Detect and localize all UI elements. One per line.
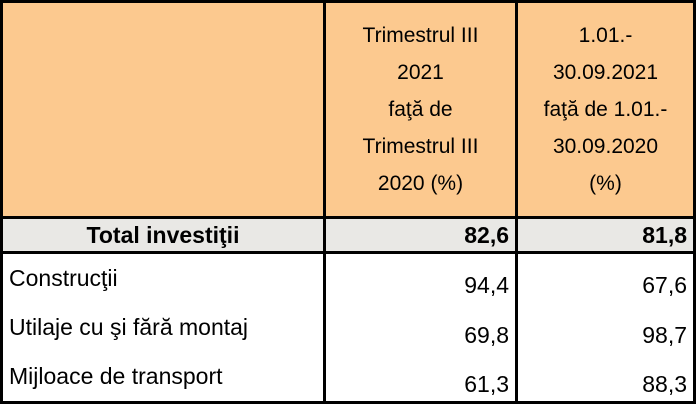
- table-row: Mijloace de transport 61,3 88,3: [0, 352, 696, 403]
- header-row: Trimestrul III 2021 faţă de Trimestrul I…: [0, 0, 696, 220]
- total-value-quarter: 82,6: [323, 216, 518, 254]
- row-value-quarter: 69,8: [323, 302, 518, 353]
- row-value-quarter: 94,4: [323, 252, 518, 303]
- row-label-utilaje: Utilaje cu şi fără montaj: [0, 302, 326, 353]
- header-corner-cell: [0, 0, 326, 220]
- header-cumulative-comparison: 1.01.- 30.09.2021 faţă de 1.01.- 30.09.2…: [515, 0, 696, 220]
- table-row: Construcţii 94,4 67,6: [0, 252, 696, 303]
- row-label-constructii: Construcţii: [0, 252, 326, 303]
- header-quarter-comparison: Trimestrul III 2021 faţă de Trimestrul I…: [323, 0, 518, 220]
- row-value-cumulative: 98,7: [515, 302, 696, 353]
- total-value-cumulative: 81,8: [515, 216, 696, 254]
- table-row: Utilaje cu şi fără montaj 69,8 98,7: [0, 302, 696, 353]
- row-value-cumulative: 67,6: [515, 252, 696, 303]
- total-row-label: Total investiţii: [0, 216, 326, 254]
- row-label-mijloace: Mijloace de transport: [0, 352, 326, 403]
- row-value-quarter: 61,3: [323, 352, 518, 403]
- total-row: Total investiţii 82,6 81,8: [0, 216, 696, 254]
- row-value-cumulative: 88,3: [515, 352, 696, 403]
